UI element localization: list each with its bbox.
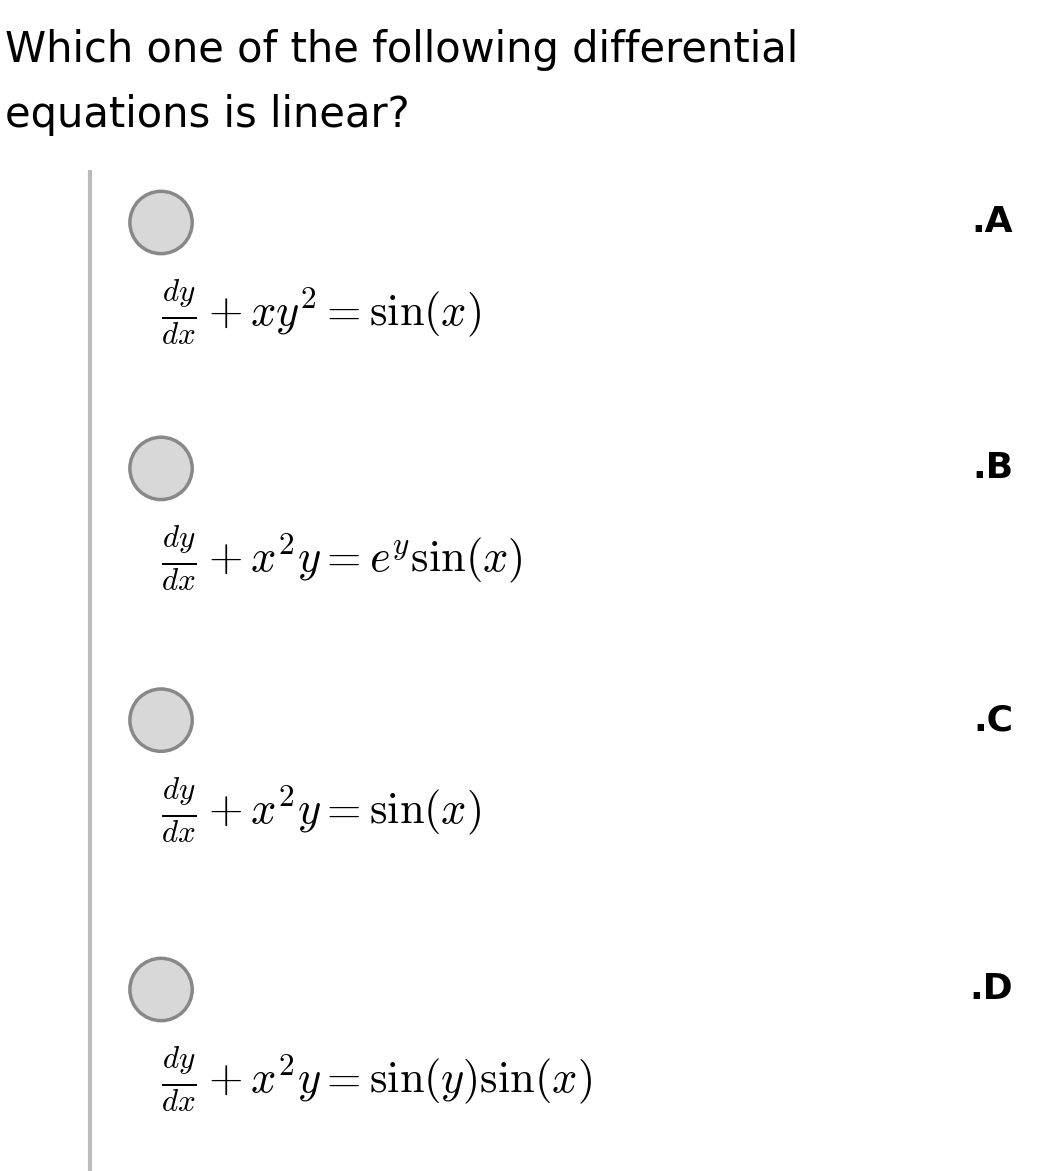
Text: equations is linear?: equations is linear? <box>5 94 409 136</box>
Text: $\frac{dy}{dx} + x^2y = \sin(y)\sin(x)$: $\frac{dy}{dx} + x^2y = \sin(y)\sin(x)$ <box>161 1046 592 1114</box>
Text: $\frac{dy}{dx} + xy^2 = \sin(x)$: $\frac{dy}{dx} + xy^2 = \sin(x)$ <box>161 279 481 347</box>
Text: .A: .A <box>971 205 1013 240</box>
Text: .C: .C <box>974 703 1013 738</box>
Text: $\frac{dy}{dx} + x^2y = e^y \sin(x)$: $\frac{dy}{dx} + x^2y = e^y \sin(x)$ <box>161 525 523 593</box>
Text: $\frac{dy}{dx} + x^2y = \sin(x)$: $\frac{dy}{dx} + x^2y = \sin(x)$ <box>161 776 481 844</box>
Text: .D: .D <box>969 972 1013 1007</box>
Ellipse shape <box>130 689 192 752</box>
Ellipse shape <box>130 958 192 1021</box>
Ellipse shape <box>130 191 192 254</box>
Text: .B: .B <box>971 451 1013 486</box>
Text: Which one of the following differential: Which one of the following differential <box>5 29 798 71</box>
Ellipse shape <box>130 437 192 500</box>
